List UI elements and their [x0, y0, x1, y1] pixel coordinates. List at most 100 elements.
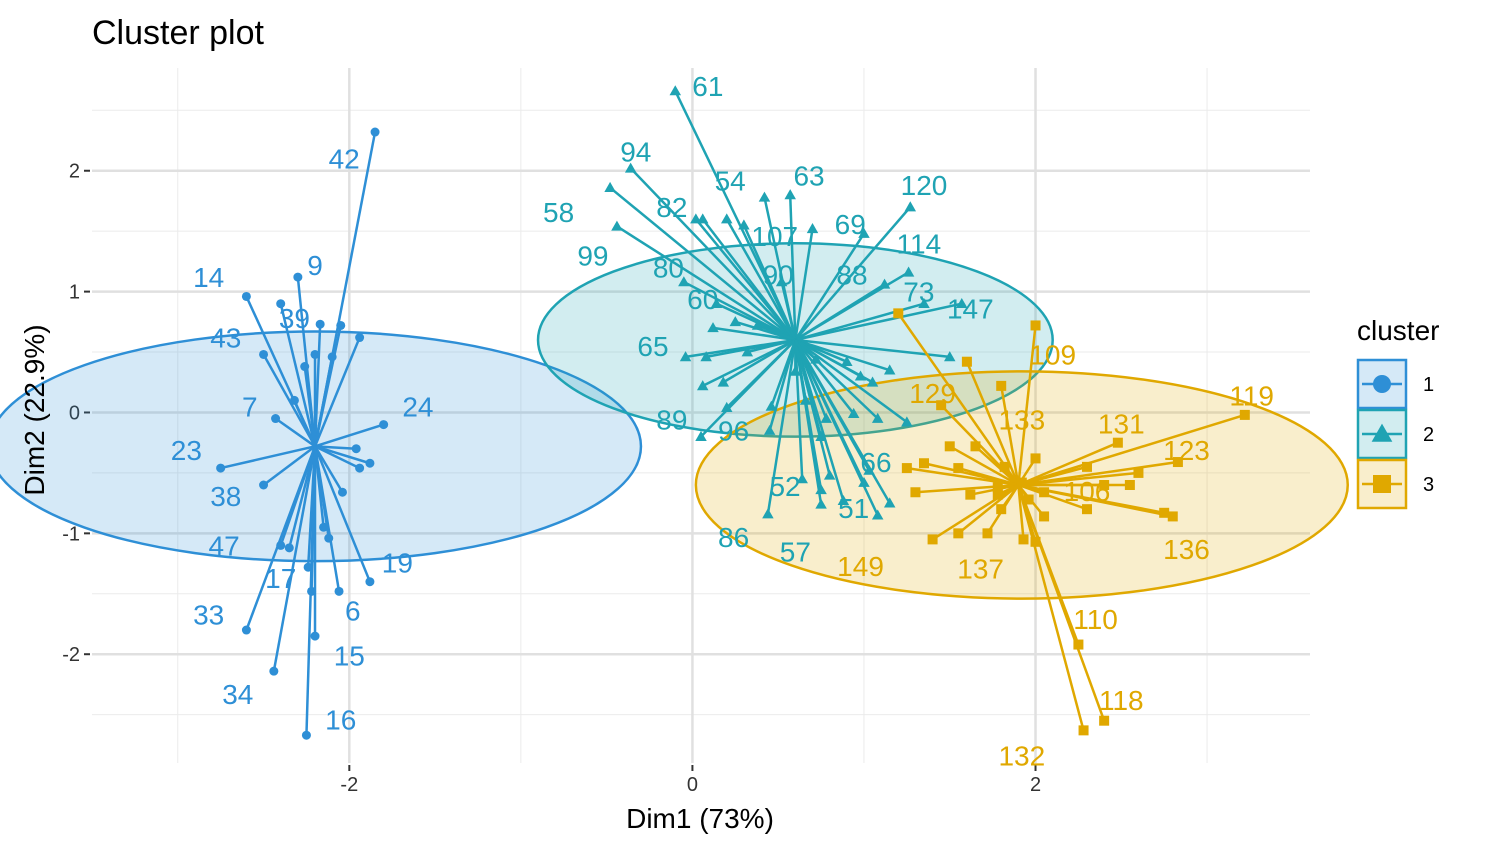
cluster-1-point — [216, 463, 226, 473]
cluster-1-segment — [314, 423, 385, 448]
point-label: 88 — [836, 260, 867, 291]
cluster-2-segment — [794, 339, 891, 504]
point-label: 132 — [998, 741, 1045, 772]
cluster-2-point — [763, 424, 776, 435]
cluster-3-segment — [1017, 484, 1106, 722]
cluster-3-point — [1018, 534, 1029, 545]
point-label: 89 — [656, 405, 687, 436]
cluster-2-segment — [747, 338, 796, 354]
cluster-2-segment — [629, 167, 797, 341]
cluster-1-point — [379, 420, 389, 430]
point-label: 82 — [656, 192, 687, 223]
cluster-2-point — [847, 407, 860, 418]
cluster-2-segment — [794, 206, 912, 341]
cluster-2-segment — [794, 339, 879, 420]
cluster-1-point — [351, 444, 361, 454]
cluster-2-point — [956, 297, 968, 309]
cluster-3-segment — [906, 466, 1019, 487]
cluster-2-segment — [794, 338, 891, 372]
cluster-3-segment — [965, 361, 1020, 486]
cluster-2-point — [729, 316, 742, 327]
point-label: 42 — [329, 144, 360, 175]
cluster-2-segment — [609, 186, 797, 341]
cluster-1-segment — [314, 445, 371, 465]
cluster-3-point — [1167, 511, 1178, 522]
cluster-1-point — [303, 562, 313, 572]
cluster-3-point — [1078, 725, 1089, 736]
y-axis-title: Dim2 (22.9%) — [19, 324, 50, 495]
cluster-3-point — [936, 400, 947, 411]
cluster-3-point — [944, 441, 955, 452]
cluster-2-point — [799, 394, 812, 405]
cluster-1-segment — [293, 399, 317, 447]
cluster-2-segment — [722, 338, 796, 384]
legend-label: 2 — [1423, 424, 1434, 446]
cluster-3-segment — [1017, 483, 1088, 511]
cluster-2-point — [858, 476, 870, 487]
cluster-2-point — [717, 376, 730, 387]
cluster-2-point — [810, 353, 822, 364]
cluster-1-segment — [313, 445, 344, 493]
cluster-1-point — [370, 127, 380, 137]
cluster-1-point — [365, 577, 375, 587]
point-label: 136 — [1163, 534, 1210, 565]
cluster-2-segment — [712, 326, 796, 342]
cluster-2-point — [784, 189, 796, 200]
cluster-1-segment — [314, 445, 357, 450]
cluster-2-segment — [674, 90, 797, 341]
cluster-3-point — [1073, 639, 1084, 650]
point-label: 47 — [209, 530, 240, 561]
cluster-3-point — [1030, 320, 1041, 331]
legend-key-marker — [1373, 475, 1391, 493]
cluster-2-point — [918, 297, 930, 309]
point-label: 24 — [402, 391, 433, 422]
cluster-1-point — [324, 533, 334, 543]
y-tick-label: 0 — [69, 402, 80, 424]
cluster-2-point — [823, 469, 836, 480]
point-label: 65 — [637, 331, 668, 362]
point-label: 58 — [543, 197, 574, 228]
cluster-2-segment — [794, 339, 823, 491]
point-label: 147 — [947, 294, 994, 325]
cluster-1-point — [293, 272, 303, 282]
cluster-2-segment — [794, 339, 831, 476]
cluster-3-segment — [1017, 484, 1025, 540]
point-label: 120 — [901, 170, 948, 201]
cluster-2-point — [815, 484, 827, 495]
cluster-2-point — [863, 464, 875, 475]
point-label: 96 — [718, 416, 749, 447]
point-label: 131 — [1098, 408, 1145, 439]
point-label: 114 — [897, 228, 942, 259]
point-label: 90 — [763, 260, 794, 291]
cluster-2-point — [866, 376, 879, 387]
cluster-3-segment — [974, 445, 1020, 486]
cluster-1-segment — [262, 353, 317, 447]
cluster-3-point — [1039, 487, 1050, 498]
cluster-3-segment — [931, 483, 1020, 541]
x-axis-title: Dim1 (73%) — [626, 803, 774, 834]
point-label: 38 — [210, 481, 241, 512]
cluster-3-point — [961, 356, 972, 367]
cluster-1-segment — [313, 337, 361, 447]
legend-label: 3 — [1423, 474, 1434, 496]
point-label: 9 — [307, 250, 323, 281]
cluster-3-point — [1099, 715, 1110, 726]
cluster-2-point — [871, 509, 884, 520]
cluster-2-segment — [742, 224, 797, 341]
cluster-1-point — [269, 666, 279, 676]
point-label: 119 — [1229, 381, 1274, 412]
cluster-3-point — [901, 463, 912, 474]
cluster-2-segment — [794, 228, 814, 341]
cluster-1-point — [327, 352, 337, 362]
cluster-1-segment — [313, 356, 334, 447]
cluster-2-point — [624, 162, 637, 173]
cluster-2-segment — [794, 339, 855, 415]
cluster-3-segment — [1017, 325, 1037, 486]
cluster-1-segment — [245, 445, 317, 631]
cluster-2-point — [878, 278, 891, 289]
point-label: 69 — [835, 209, 866, 240]
cluster-2-segment — [770, 339, 797, 407]
cluster-1-point — [355, 333, 365, 343]
cluster-2-point — [758, 191, 771, 202]
cluster-2-point — [901, 416, 913, 427]
